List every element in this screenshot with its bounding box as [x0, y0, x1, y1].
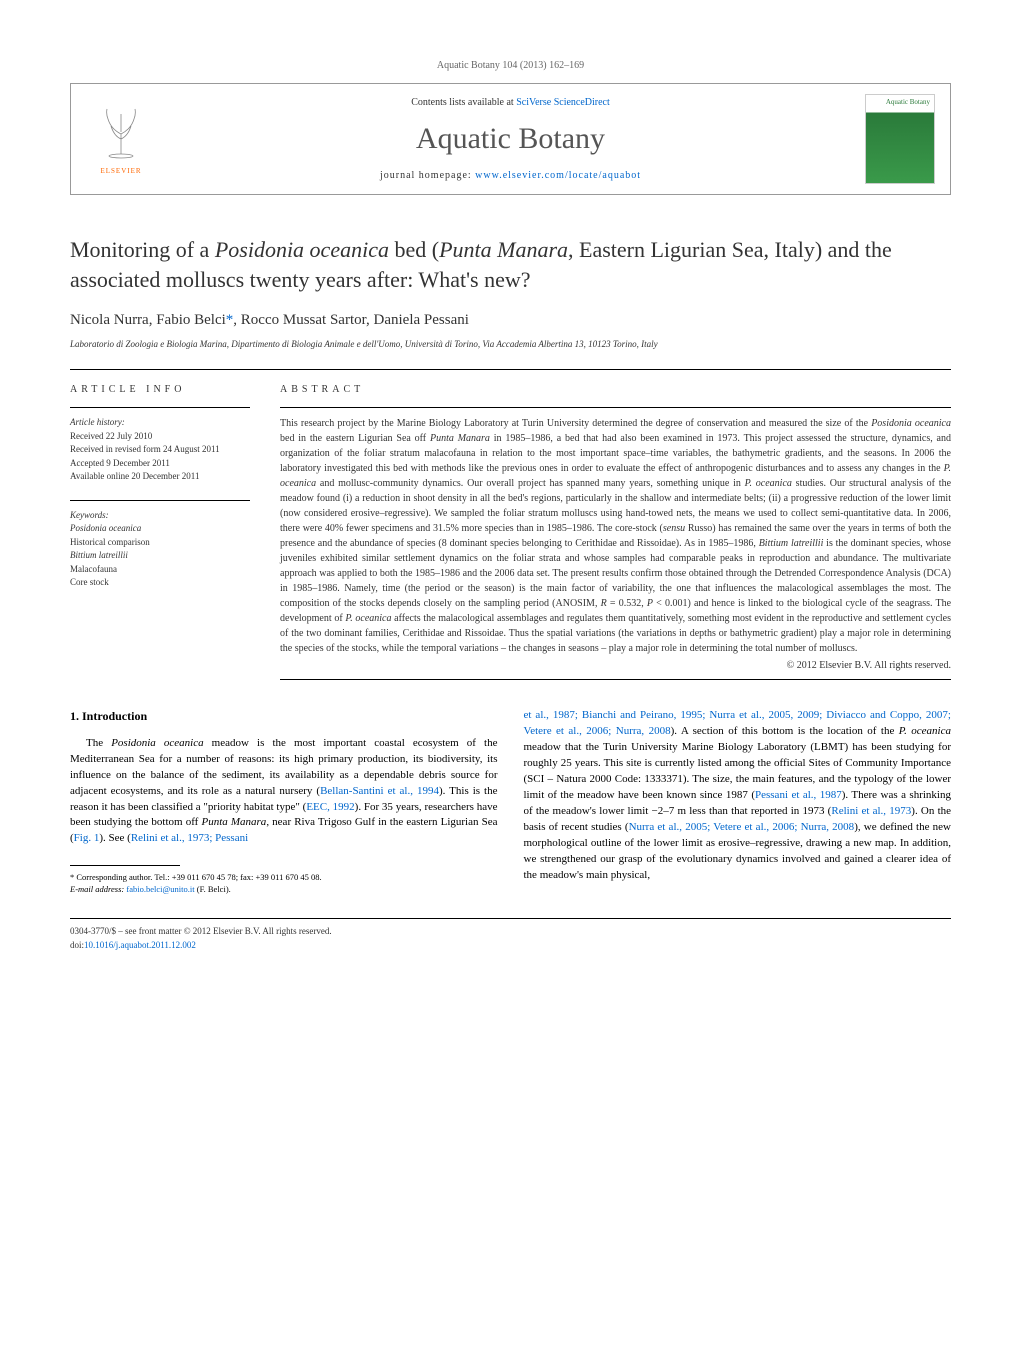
cover-label: Aquatic Botany: [886, 99, 930, 107]
homepage-line: journal homepage: www.elsevier.com/locat…: [156, 170, 865, 181]
homepage-prefix: journal homepage:: [380, 170, 475, 181]
journal-name: Aquatic Botany: [156, 122, 865, 156]
keywords-block: Keywords: Posidonia oceanica Historical …: [70, 509, 250, 590]
abstract-label: ABSTRACT: [280, 384, 951, 395]
article-info-label: ARTICLE INFO: [70, 384, 250, 395]
received-date: Received 22 July 2010: [70, 430, 250, 444]
footnote-separator: [70, 865, 180, 866]
front-matter-line: 0304-3770/$ – see front matter © 2012 El…: [70, 925, 951, 939]
keyword: Bittium latreillii: [70, 550, 128, 560]
corresponding-mark: *: [226, 312, 234, 328]
intro-paragraph-right: et al., 1987; Bianchi and Peirano, 1995;…: [524, 708, 952, 883]
author: Daniela Pessani: [374, 312, 469, 328]
title-italic: Punta Manara: [439, 237, 568, 262]
article-title: Monitoring of a Posidonia oceanica bed (…: [70, 235, 951, 294]
section-heading: 1. Introduction: [70, 708, 498, 725]
online-date: Available online 20 December 2011: [70, 470, 250, 484]
left-column: 1. Introduction The Posidonia oceanica m…: [70, 708, 498, 896]
abstract-column: ABSTRACT This research project by the Ma…: [280, 384, 951, 680]
title-part: bed (: [389, 237, 439, 262]
right-column: et al., 1987; Bianchi and Peirano, 1995;…: [524, 708, 952, 896]
author: Fabio Belci: [156, 312, 226, 328]
keyword: Malacofauna: [70, 563, 250, 577]
divider: [280, 407, 951, 408]
author: Nicola Nurra: [70, 312, 149, 328]
citation-link[interactable]: Nurra et al., 2005; Vetere et al., 2006;…: [629, 821, 855, 833]
elsevier-logo: ELSEVIER: [86, 99, 156, 179]
page-footer: 0304-3770/$ – see front matter © 2012 El…: [70, 925, 951, 952]
accepted-date: Accepted 9 December 2011: [70, 457, 250, 471]
title-italic: Posidonia oceanica: [215, 237, 389, 262]
citation-link[interactable]: et al., 1987; Bianchi and Peirano, 1995;…: [524, 709, 952, 737]
corr-author-line: * Corresponding author. Tel.: +39 011 67…: [70, 872, 498, 884]
abstract-text: This research project by the Marine Biol…: [280, 416, 951, 656]
elsevier-tree-icon: [96, 104, 146, 165]
journal-reference: Aquatic Botany 104 (2013) 162–169: [70, 60, 951, 71]
author: Rocco Mussat Sartor: [241, 312, 366, 328]
affiliation: Laboratorio di Zoologia e Biologia Marin…: [70, 339, 951, 349]
doi-link[interactable]: 10.1016/j.aquabot.2011.12.002: [84, 940, 196, 950]
header-center: Contents lists available at SciVerse Sci…: [156, 97, 865, 181]
revised-date: Received in revised form 24 August 2011: [70, 443, 250, 457]
info-abstract-row: ARTICLE INFO Article history: Received 2…: [70, 384, 951, 680]
divider: [280, 679, 951, 680]
citation-link[interactable]: Fig. 1: [74, 832, 100, 844]
citation-link[interactable]: Pessani et al., 1987: [755, 789, 842, 801]
footer-separator: [70, 918, 951, 919]
article-history-block: Article history: Received 22 July 2010 R…: [70, 416, 250, 484]
divider: [70, 500, 250, 501]
journal-header-box: ELSEVIER Contents lists available at Sci…: [70, 83, 951, 195]
citation-link[interactable]: Relini et al., 1973: [831, 805, 911, 817]
email-who: (F. Belci).: [197, 884, 231, 894]
citation-link[interactable]: Relini et al., 1973; Pessani: [131, 832, 248, 844]
copyright-line: © 2012 Elsevier B.V. All rights reserved…: [280, 660, 951, 671]
keywords-heading: Keywords:: [70, 509, 250, 523]
keyword: Posidonia oceanica: [70, 523, 141, 533]
email-link[interactable]: fabio.belci@unito.it: [126, 884, 194, 894]
divider: [70, 407, 250, 408]
article-info-column: ARTICLE INFO Article history: Received 2…: [70, 384, 250, 680]
divider: [70, 369, 951, 370]
body-two-columns: 1. Introduction The Posidonia oceanica m…: [70, 708, 951, 896]
homepage-link[interactable]: www.elsevier.com/locate/aquabot: [475, 170, 641, 181]
email-label: E-mail address:: [70, 884, 124, 894]
elsevier-label: ELSEVIER: [100, 167, 141, 175]
journal-cover-thumbnail: Aquatic Botany: [865, 94, 935, 184]
sciencedirect-link[interactable]: SciVerse ScienceDirect: [516, 97, 610, 108]
corresponding-footnote: * Corresponding author. Tel.: +39 011 67…: [70, 872, 498, 896]
citation-link[interactable]: EEC, 1992: [306, 801, 354, 813]
contents-line: Contents lists available at SciVerse Sci…: [156, 97, 865, 108]
keyword: Historical comparison: [70, 536, 250, 550]
history-heading: Article history:: [70, 416, 250, 430]
title-part: Monitoring of a: [70, 237, 215, 262]
intro-paragraph-left: The Posidonia oceanica meadow is the mos…: [70, 736, 498, 848]
doi-prefix: doi:: [70, 940, 84, 950]
contents-prefix: Contents lists available at: [411, 97, 516, 108]
citation-link[interactable]: Bellan-Santini et al., 1994: [320, 785, 439, 797]
keyword: Core stock: [70, 576, 250, 590]
authors-line: Nicola Nurra, Fabio Belci*, Rocco Mussat…: [70, 312, 951, 329]
